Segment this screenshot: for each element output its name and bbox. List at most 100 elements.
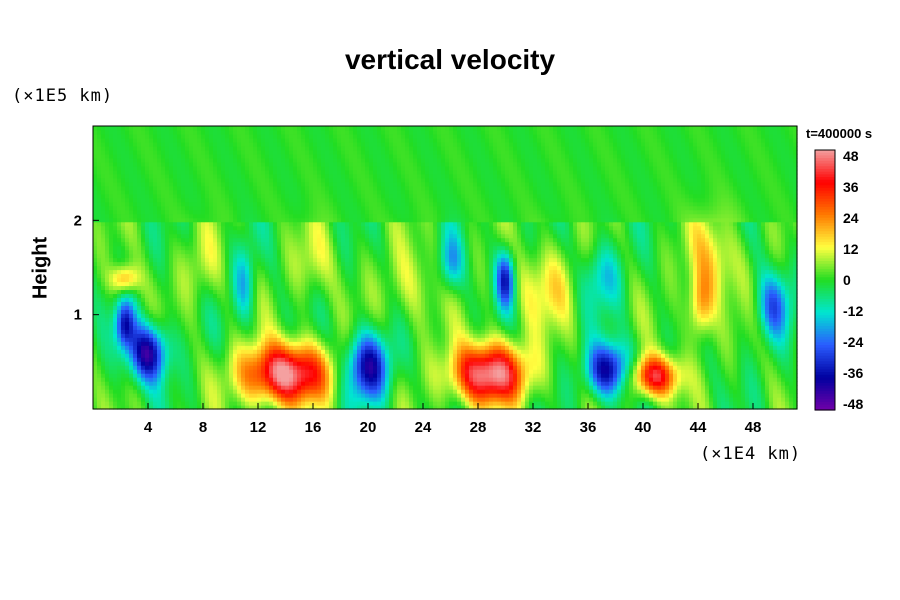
heatmap-cell [329,129,334,135]
heatmap-cell [329,405,334,410]
heatmap-cell [229,181,234,187]
heatmap-cell [373,341,378,346]
heatmap-cell [209,201,214,207]
heatmap-cell [309,169,314,175]
heatmap-cell [121,401,126,406]
heatmap-cell [357,237,362,243]
heatmap-cell [321,281,326,287]
heatmap-cell [277,237,282,243]
heatmap-cell [357,277,362,283]
heatmap-cell [169,253,174,259]
heatmap-cell [97,229,102,235]
heatmap-cell [161,165,166,171]
heatmap-cell [269,126,274,131]
heatmap-cell [281,229,286,235]
heatmap-cell [293,397,298,402]
heatmap-cell [365,213,370,219]
heatmap-cell [161,205,166,211]
heatmap-cell [141,189,146,195]
heatmap-cell [169,177,174,183]
heatmap-cell [225,217,230,223]
heatmap-cell [173,233,178,239]
heatmap-cell [353,261,358,267]
heatmap-cell [281,253,286,259]
heatmap-cell [289,305,294,310]
heatmap-cell [129,133,134,139]
heatmap-cell [369,349,374,354]
heatmap-cell [213,321,218,326]
heatmap-cell [241,349,246,354]
heatmap-cell [209,161,214,167]
heatmap-cell [333,365,338,370]
heatmap-cell [213,193,218,199]
heatmap-cell [333,177,338,183]
heatmap-cell [129,389,134,394]
heatmap-cell [341,305,346,310]
heatmap-cell [301,221,306,227]
heatmap-cell [313,141,318,147]
heatmap-cell [193,193,198,199]
heatmap-cell [369,317,374,322]
heatmap-cell [185,213,190,219]
heatmap-cell [257,369,262,374]
heatmap-cell [321,333,326,338]
heatmap-cell [109,309,114,314]
heatmap-cell [133,221,138,227]
heatmap-cell [361,197,366,203]
heatmap-cell [145,189,150,195]
heatmap-cell [305,173,310,179]
heatmap-cell [345,397,350,402]
heatmap-cell [133,181,138,187]
heatmap-cell [345,261,350,267]
heatmap-cell [321,373,326,378]
heatmap-cell [337,169,342,175]
heatmap-cell [261,281,266,287]
heatmap-cell [197,169,202,175]
heatmap-cell [349,245,354,251]
heatmap-cell [229,149,234,155]
heatmap-cell [201,257,206,263]
heatmap-cell [105,249,110,255]
heatmap-cell [293,145,298,151]
heatmap-cell [205,129,210,135]
heatmap-cell [305,253,310,259]
heatmap-cell [273,161,278,167]
heatmap-cell [369,153,374,159]
heatmap-cell [169,365,174,370]
heatmap-cell [197,153,202,159]
heatmap-cell [337,141,342,147]
heatmap-cell [121,225,126,231]
heatmap-cell [229,229,234,235]
heatmap-cell [97,217,102,223]
heatmap-cell [301,193,306,199]
heatmap-cell [309,197,314,203]
heatmap-cell [277,165,282,171]
heatmap-cell [197,209,202,215]
heatmap-cell [105,281,110,287]
heatmap-cell [201,321,206,326]
heatmap-cell [137,365,142,370]
heatmap-cell [197,257,202,263]
heatmap-cell [133,265,138,271]
heatmap-cell [189,353,194,358]
heatmap-cell [273,233,278,239]
heatmap-cell [181,345,186,350]
heatmap-cell [329,173,334,179]
heatmap-cell [285,369,290,374]
heatmap-cell [117,137,122,143]
heatmap-cell [173,313,178,318]
heatmap-cell [237,173,242,179]
heatmap-cell [281,221,286,227]
heatmap-cell [313,161,318,167]
heatmap-cell [249,221,254,227]
heatmap-cell [313,281,318,287]
heatmap-cell [345,289,350,295]
heatmap-cell [193,165,198,171]
heatmap-cell [109,325,114,330]
heatmap-cell [285,137,290,143]
heatmap-cell [365,325,370,330]
heatmap-cell [181,177,186,183]
heatmap-cell [313,221,318,227]
heatmap-cell [113,365,118,370]
heatmap-cell [289,209,294,215]
